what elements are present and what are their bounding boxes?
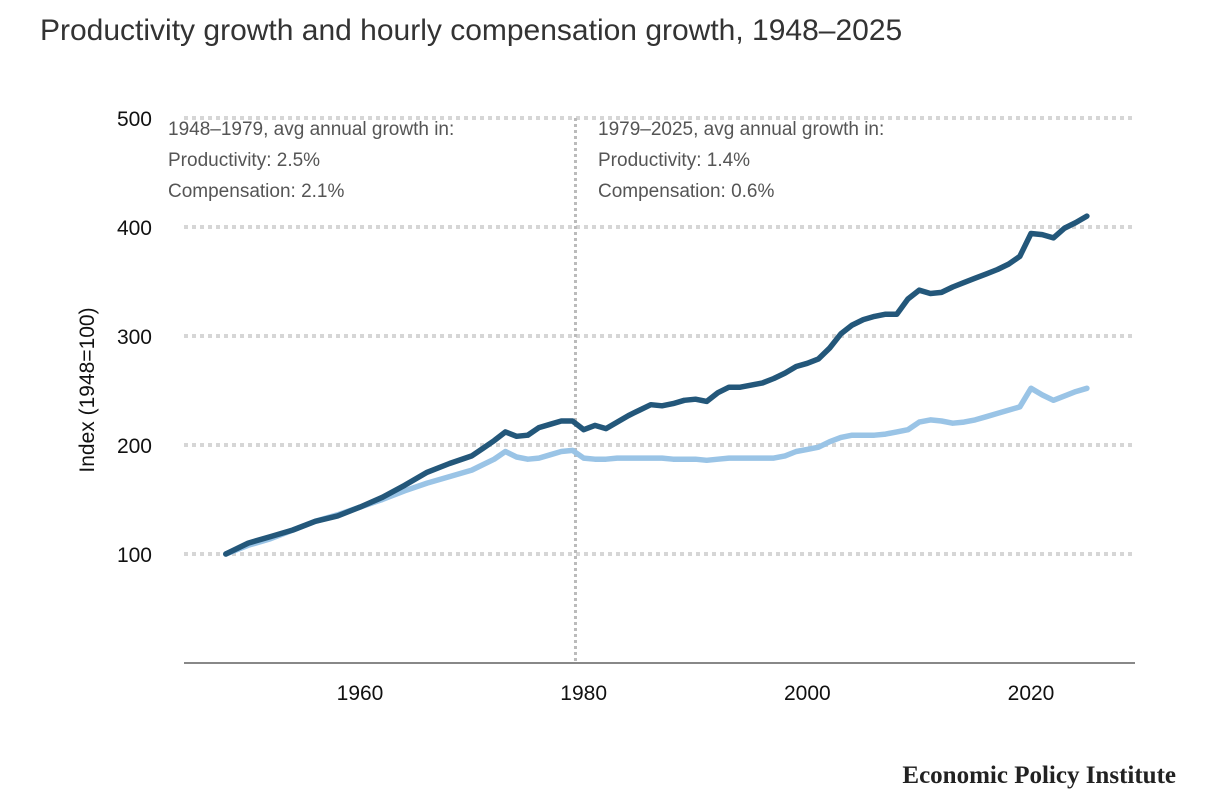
annotation-2-line-3: Compensation: 0.6%	[598, 181, 774, 202]
series-line-compensation	[223, 385, 1090, 557]
series-lines	[223, 213, 1090, 557]
y-tick-label-100: 100	[117, 544, 152, 567]
series-line-productivity	[223, 213, 1090, 557]
y-axis-label: Index (1948=100)	[76, 307, 99, 472]
x-tick-label-1960: 1960	[337, 682, 384, 705]
annotation-2-line-1: 1979–2025, avg annual growth in:	[598, 119, 884, 140]
x-tick-label-1980: 1980	[560, 682, 607, 705]
y-tick-label-500: 500	[117, 108, 152, 131]
annotation-1-line-1: 1948–1979, avg annual growth in:	[168, 119, 454, 140]
x-tick-label-2000: 2000	[784, 682, 831, 705]
x-axis-ticks: 1960 1980 2000 2020	[337, 682, 1055, 705]
x-tick-label-2020: 2020	[1008, 682, 1055, 705]
y-tick-label-200: 200	[117, 435, 152, 458]
annotation-1948-1979: 1948–1979, avg annual growth in: Product…	[168, 119, 454, 202]
y-tick-label-400: 400	[117, 217, 152, 240]
annotation-1979-2025: 1979–2025, avg annual growth in: Product…	[598, 119, 884, 202]
annotation-1-line-3: Compensation: 2.1%	[168, 181, 344, 202]
annotation-1-line-2: Productivity: 2.5%	[168, 150, 320, 171]
source-credit: Economic Policy Institute	[902, 762, 1176, 789]
y-tick-label-300: 300	[117, 326, 152, 349]
annotation-2-line-2: Productivity: 1.4%	[598, 150, 750, 171]
chart-title: Productivity growth and hourly compensat…	[40, 14, 903, 47]
grid-lines	[184, 116, 1135, 556]
y-axis-ticks: 100 200 300 400 500	[117, 108, 152, 567]
